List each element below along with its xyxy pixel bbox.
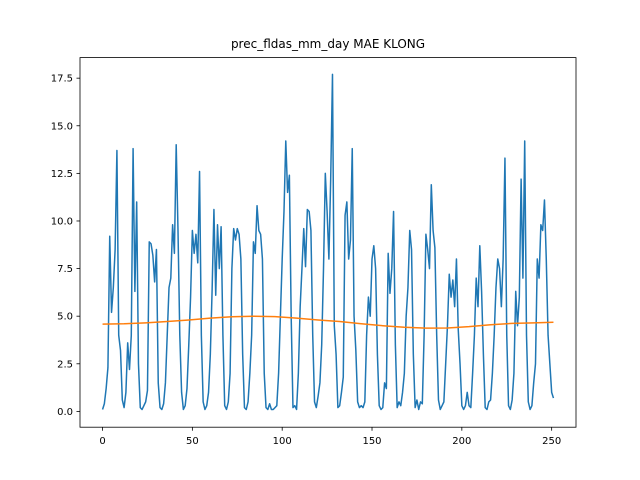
line-series [102,315,554,329]
y-tick-label: 2.5 [57,359,73,370]
y-tick-label: 17.5 [51,74,73,85]
y-tick-label: 5.0 [57,312,73,323]
y-tick-label: 12.5 [51,169,73,180]
x-tick-label: 0 [99,436,105,447]
x-tick-label: 250 [542,436,561,447]
y-tick-label: 0.0 [57,407,73,418]
y-tick-label: 7.5 [57,264,73,275]
chart-title: prec_fldas_mm_day MAE KLONG [231,37,425,51]
x-tick-label: 200 [452,436,471,447]
line-series [101,73,555,411]
y-tick-label: 15.0 [51,121,73,132]
x-tick-label: 150 [362,436,381,447]
plot-frame [79,57,577,428]
x-tick-label: 100 [273,436,292,447]
x-tick-label: 50 [186,436,199,447]
y-tick-label: 10.0 [51,216,73,227]
